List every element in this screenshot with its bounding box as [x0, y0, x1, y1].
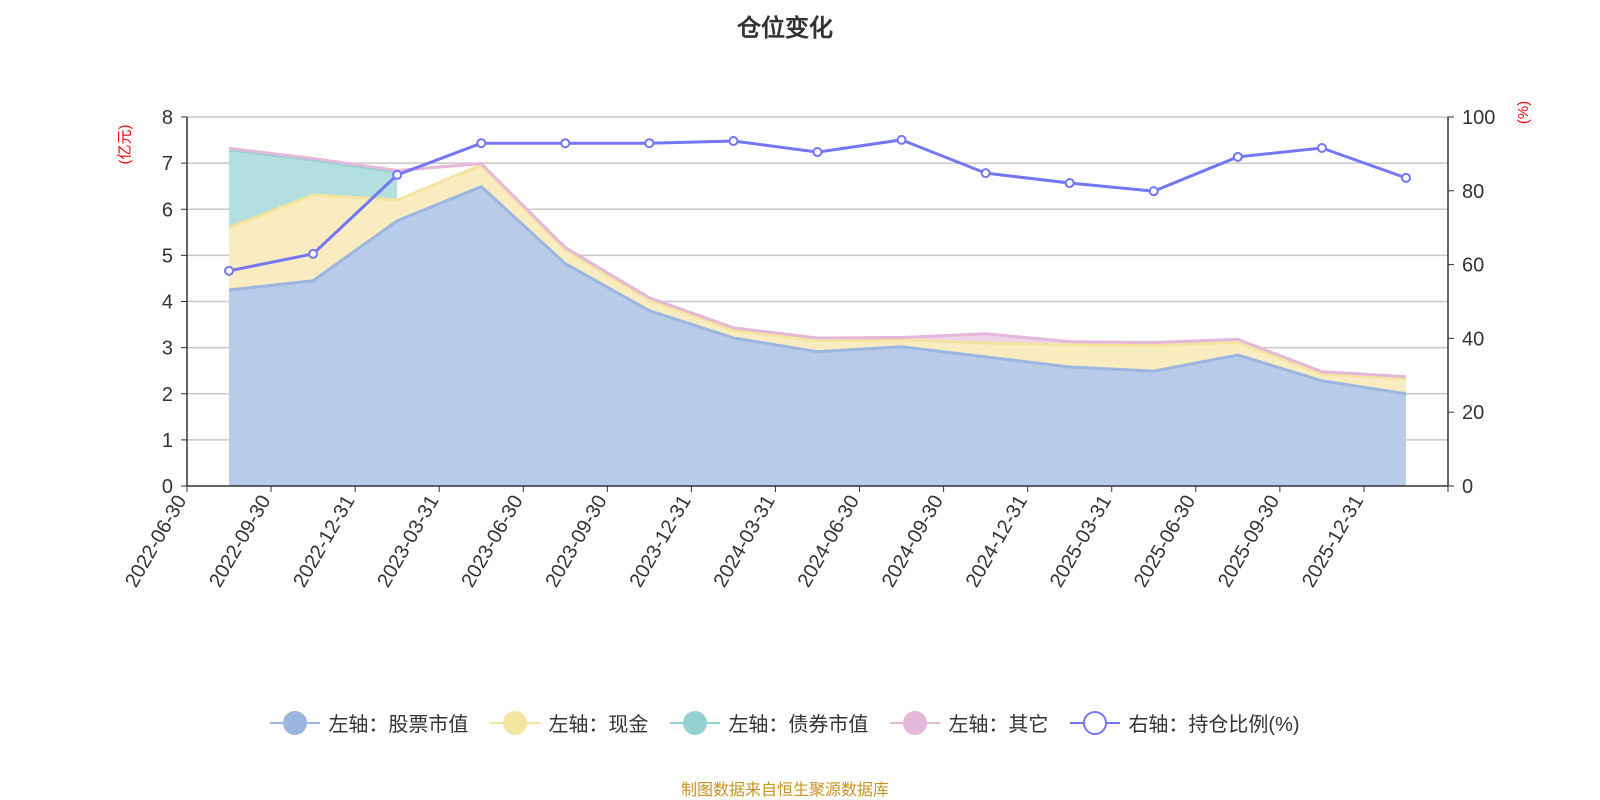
x-tick-label: 2022-06-30	[121, 492, 191, 592]
left-tick-label: 0	[162, 476, 173, 498]
line-左轴：现金	[228, 163, 1407, 381]
legend-label: 右轴：持仓比例(%)	[1128, 714, 1300, 736]
area-左轴：债券市值	[229, 149, 398, 228]
right-tick-label: 40	[1462, 328, 1484, 350]
legend-label: 左轴：其它	[948, 714, 1049, 736]
ratio-point	[308, 248, 319, 259]
x-tick-label: 2025-09-30	[1214, 492, 1284, 592]
right-tick-label: 100	[1462, 107, 1495, 129]
legend-label: 左轴：债券市值	[728, 714, 869, 736]
right-tick-label: 0	[1462, 476, 1473, 498]
legend-item[interactable]: 左轴：股票市值	[270, 708, 468, 737]
legend-label: 左轴：股票市值	[328, 714, 469, 736]
ratio-point	[728, 135, 739, 146]
x-tick-label: 2025-06-30	[1130, 492, 1200, 592]
x-tick-label: 2022-12-31	[289, 492, 359, 592]
legend-item[interactable]: 左轴：现金	[490, 708, 648, 737]
x-tick-label: 2024-09-30	[878, 492, 948, 592]
legend: 左轴：股票市值 左轴：现金 左轴：债券市值 左轴：其它 右轴：持仓比例(%)	[0, 708, 1570, 737]
left-tick-label: 8	[162, 107, 173, 129]
x-tick-label: 2024-06-30	[794, 492, 864, 592]
x-tick-label: 2025-12-31	[1298, 492, 1368, 592]
legend-item[interactable]: 左轴：债券市值	[670, 708, 868, 737]
ratio-point	[1064, 178, 1075, 189]
ratio-point	[1148, 186, 1159, 197]
x-tick-label: 2025-03-31	[1046, 492, 1116, 592]
source-footer: 制图数据来自恒生聚源数据库	[680, 782, 889, 799]
ratio-point	[1232, 151, 1243, 162]
ratio-point	[1400, 172, 1411, 183]
left-tick-label: 2	[162, 384, 173, 406]
legend-marker-icon	[1070, 710, 1121, 735]
right-tick-label: 60	[1462, 255, 1484, 277]
x-tick-label: 2023-12-31	[626, 492, 696, 592]
legend-marker-icon	[890, 710, 941, 735]
ratio-point	[560, 138, 571, 149]
x-tick-label: 2022-09-30	[205, 492, 275, 592]
left-tick-label: 3	[162, 338, 173, 360]
ratio-point	[1316, 142, 1327, 153]
legend-marker-icon	[270, 710, 321, 735]
area-左轴：股票市值	[229, 186, 1406, 486]
legend-marker-icon	[670, 710, 721, 735]
ratio-point	[896, 134, 907, 145]
right-tick-label: 80	[1462, 181, 1484, 203]
line-左轴：股票市值	[228, 184, 1407, 396]
ratio-point	[980, 168, 991, 179]
legend-label: 左轴：现金	[548, 714, 649, 736]
legend-item[interactable]: 左轴：其它	[890, 708, 1048, 737]
left-tick-label: 5	[162, 245, 173, 267]
area-左轴：现金	[229, 164, 1406, 394]
x-tick-label: 2024-12-31	[962, 492, 1032, 592]
chart-title: 仓位变化	[737, 15, 833, 42]
x-tick-label: 2023-03-31	[373, 492, 443, 592]
left-tick-label: 4	[162, 292, 173, 314]
legend-item[interactable]: 右轴：持仓比例(%)	[1070, 708, 1300, 737]
left-tick-label: 6	[162, 199, 173, 221]
left-tick-label: 1	[162, 430, 173, 452]
ratio-point	[812, 147, 823, 158]
x-tick-label: 2023-06-30	[457, 492, 527, 592]
x-tick-label: 2024-03-31	[710, 492, 780, 592]
ratio-point	[644, 138, 655, 149]
x-tick-label: 2023-09-30	[541, 492, 611, 592]
left-tick-label: 7	[162, 153, 173, 175]
line-左轴：其它	[228, 146, 1407, 379]
ratio-point	[476, 138, 487, 149]
right-tick-label: 20	[1462, 402, 1484, 424]
ratio-point	[392, 169, 403, 180]
ratio-point	[224, 265, 235, 276]
legend-marker-icon	[490, 710, 541, 735]
